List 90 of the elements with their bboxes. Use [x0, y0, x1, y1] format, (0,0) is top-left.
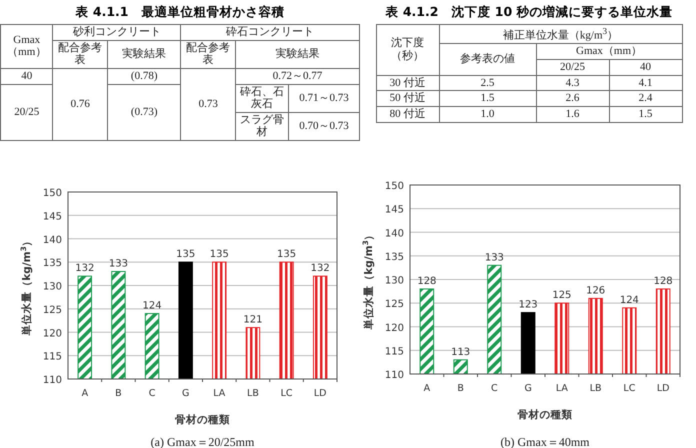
y-tick-label: 110	[42, 375, 62, 386]
text: スラグ骨材	[235, 112, 288, 141]
data-label: 113	[451, 346, 470, 358]
text: 砂利コンクリート	[52, 24, 181, 40]
text: 実験結果	[107, 40, 181, 68]
text: 20/25	[536, 59, 609, 76]
data-label: 135	[277, 249, 296, 260]
x-axis-title: 骨材の種類	[518, 408, 572, 421]
x-tick-label: LA	[556, 383, 568, 394]
text: 2.5	[439, 75, 536, 91]
data-label: 128	[654, 276, 673, 287]
text: 沈下度（秒）	[376, 24, 439, 76]
data-label: 132	[75, 263, 94, 274]
data-label: 135	[176, 249, 196, 260]
text: Gmax（mm）	[536, 44, 682, 60]
text: (0.73)	[107, 84, 181, 141]
data-label: 126	[586, 285, 606, 296]
y-tick-label: 140	[384, 228, 404, 240]
y-tick-label: 145	[42, 211, 62, 222]
text: 1.5	[439, 90, 536, 106]
x-tick-label: LC	[280, 388, 293, 399]
y-tick-label: 130	[42, 282, 62, 292]
y-tick-label: 120	[42, 328, 62, 340]
text: 参考表の値	[439, 44, 536, 76]
text: 実験結果	[235, 40, 360, 68]
y-tick-label: 130	[384, 276, 404, 286]
y-tick-label: 150	[384, 181, 404, 192]
y-tick-label: 145	[384, 204, 404, 216]
data-label: 135	[210, 249, 229, 260]
text: 1.0	[439, 106, 536, 122]
x-tick-label: LA	[213, 388, 226, 399]
text: 40	[609, 59, 682, 76]
x-tick-label: LB	[247, 388, 259, 399]
data-label: 132	[310, 263, 330, 274]
text: 4.1	[609, 75, 682, 91]
data-label: 133	[108, 258, 128, 270]
y-tick-label: 115	[42, 352, 62, 363]
y-tick-label: 110	[384, 370, 404, 381]
y-tick-label: 135	[42, 258, 62, 270]
text: 30 付近	[376, 75, 439, 91]
x-tick-label: LB	[590, 383, 602, 394]
text: 砕石、石灰石	[235, 84, 288, 112]
text: 0.76	[52, 68, 108, 141]
text: 80 付近	[376, 106, 439, 122]
text: 1.5	[609, 106, 682, 122]
y-tick-label: 135	[384, 252, 404, 263]
text: 2.4	[609, 90, 682, 106]
data-label: 121	[243, 314, 262, 326]
text: 0.71～0.73	[288, 84, 360, 112]
text: 表 4.1.2 沈下度 10 秒の増減に要する単位水量	[384, 4, 674, 21]
x-tick-label: C	[148, 388, 156, 399]
data-label: 123	[518, 300, 538, 311]
x-tick-label: G	[524, 383, 532, 394]
text: 配合参考表	[52, 40, 108, 68]
text: 40	[0, 68, 53, 84]
text: 0.73	[180, 68, 236, 141]
data-label: 128	[417, 276, 436, 287]
text: Gmax（mm）	[0, 24, 53, 68]
x-tick-label: LC	[623, 383, 636, 394]
x-tick-label: B	[115, 388, 122, 399]
y-tick-label: 125	[384, 299, 404, 310]
y-tick-label: 140	[42, 234, 62, 246]
text: 表 4.1.1 最適単位粗骨材かさ容積	[74, 4, 286, 21]
x-axis-title: 骨材の種類	[175, 413, 230, 426]
x-tick-label: G	[182, 388, 190, 399]
x-tick-label: A	[424, 383, 431, 394]
data-label: 124	[620, 294, 639, 306]
y-tick-label: 120	[384, 322, 404, 334]
text: 4.3	[536, 75, 609, 91]
text: 0.72～0.77	[235, 68, 360, 84]
data-label: 124	[142, 300, 162, 312]
text: (0.78)	[107, 68, 181, 84]
data-label: 125	[552, 290, 572, 302]
text: 配合参考表	[180, 40, 236, 68]
text: 50 付近	[376, 90, 439, 106]
y-tick-label: 125	[42, 304, 62, 316]
text: 2.6	[536, 90, 609, 106]
text: 0.70～0.73	[288, 112, 360, 141]
y-tick-label: 115	[384, 346, 404, 358]
x-tick-label: A	[82, 388, 89, 399]
text: 1.6	[536, 106, 609, 122]
x-tick-label: C	[491, 383, 498, 394]
x-tick-label: B	[457, 383, 464, 394]
x-tick-label: LD	[314, 388, 326, 399]
text: 砕石コンクリート	[180, 24, 360, 40]
text: 補正単位水量（kg/m$^{3}$）	[439, 24, 682, 44]
data-label: 133	[484, 252, 504, 264]
text: 20/25	[0, 84, 53, 141]
x-tick-label: LD	[656, 383, 670, 394]
y-tick-label: 150	[42, 188, 62, 199]
